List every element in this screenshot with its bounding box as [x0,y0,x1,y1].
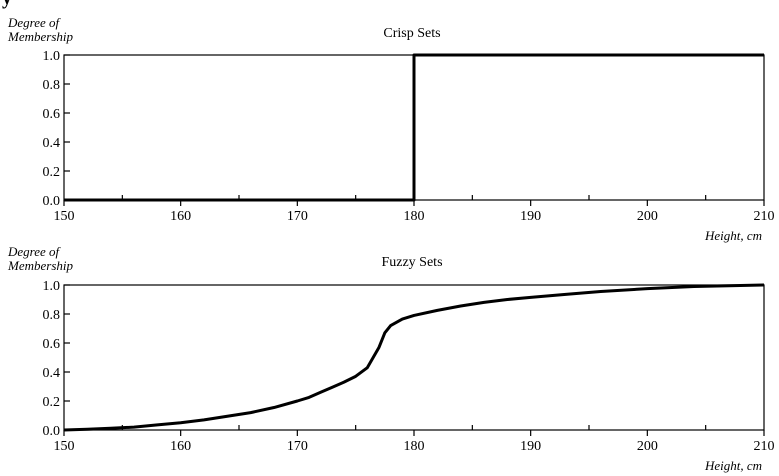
chart-title: Crisp Sets [383,26,440,41]
y-ticks: 0.0 0.2 0.4 0.6 0.8 1.0 [43,279,70,439]
x-tick-label: 170 [287,439,308,454]
cropped-header-fragment: y [0,0,14,10]
x-tick-label: 190 [520,209,541,224]
x-tick-label: 160 [170,439,191,454]
x-axis-label: Height, cm [704,228,762,243]
series-layer [63,283,765,432]
y-tick-label: 0.2 [43,165,61,180]
series-layer [64,53,764,202]
y-tick-label: 0.8 [43,78,61,93]
y-tick-label: 0.6 [43,337,61,352]
x-tick-label: 150 [54,439,75,454]
y-axis-label-line2: Membership [7,258,73,273]
y-axis-label-line1: Degree of [7,244,62,259]
y-tick-label: 0.2 [43,395,61,410]
chart-title: Fuzzy Sets [381,255,442,270]
x-tick-label: 210 [754,209,775,224]
y-axis-label-line1: Degree of [7,15,62,30]
y-tick-label: 0.4 [43,136,61,151]
x-ticks: 150 160 170 180 190 200 210 [54,195,775,224]
x-tick-label: 190 [520,439,541,454]
y-tick-label: 0.6 [43,107,61,122]
series-line [63,283,765,432]
x-tick-label: 180 [404,439,425,454]
y-tick-label: 0.0 [43,194,61,209]
y-axis-label-line2: Membership [7,29,73,44]
plot-frame [63,284,765,431]
x-axis-label: Height, cm [704,458,762,473]
fuzzy-sets-panel: Degree of Membership Fuzzy Sets 0.00.20.… [7,244,775,473]
x-tick-label: 210 [754,439,775,454]
y-tick-label: 1.0 [43,49,61,64]
crisp-sets-panel: Degree of Membership Crisp Sets 0.00.20.… [7,15,775,243]
x-tick-label: 160 [170,209,191,224]
x-tick-label: 150 [54,209,75,224]
x-tick-label: 170 [287,209,308,224]
x-tick-label: 200 [637,439,658,454]
x-tick-label: 200 [637,209,658,224]
series-line [64,53,764,202]
y-tick-label: 1.0 [43,279,61,294]
x-tick-label: 180 [404,209,425,224]
y-tick-label: 0.0 [43,424,61,439]
y-tick-label: 0.4 [43,366,61,381]
y-tick-label: 0.8 [43,308,61,323]
x-ticks: 150 160 170 180 190 200 210 [54,425,775,454]
y-ticks: 0.0 0.2 0.4 0.6 0.8 1.0 [43,49,70,209]
